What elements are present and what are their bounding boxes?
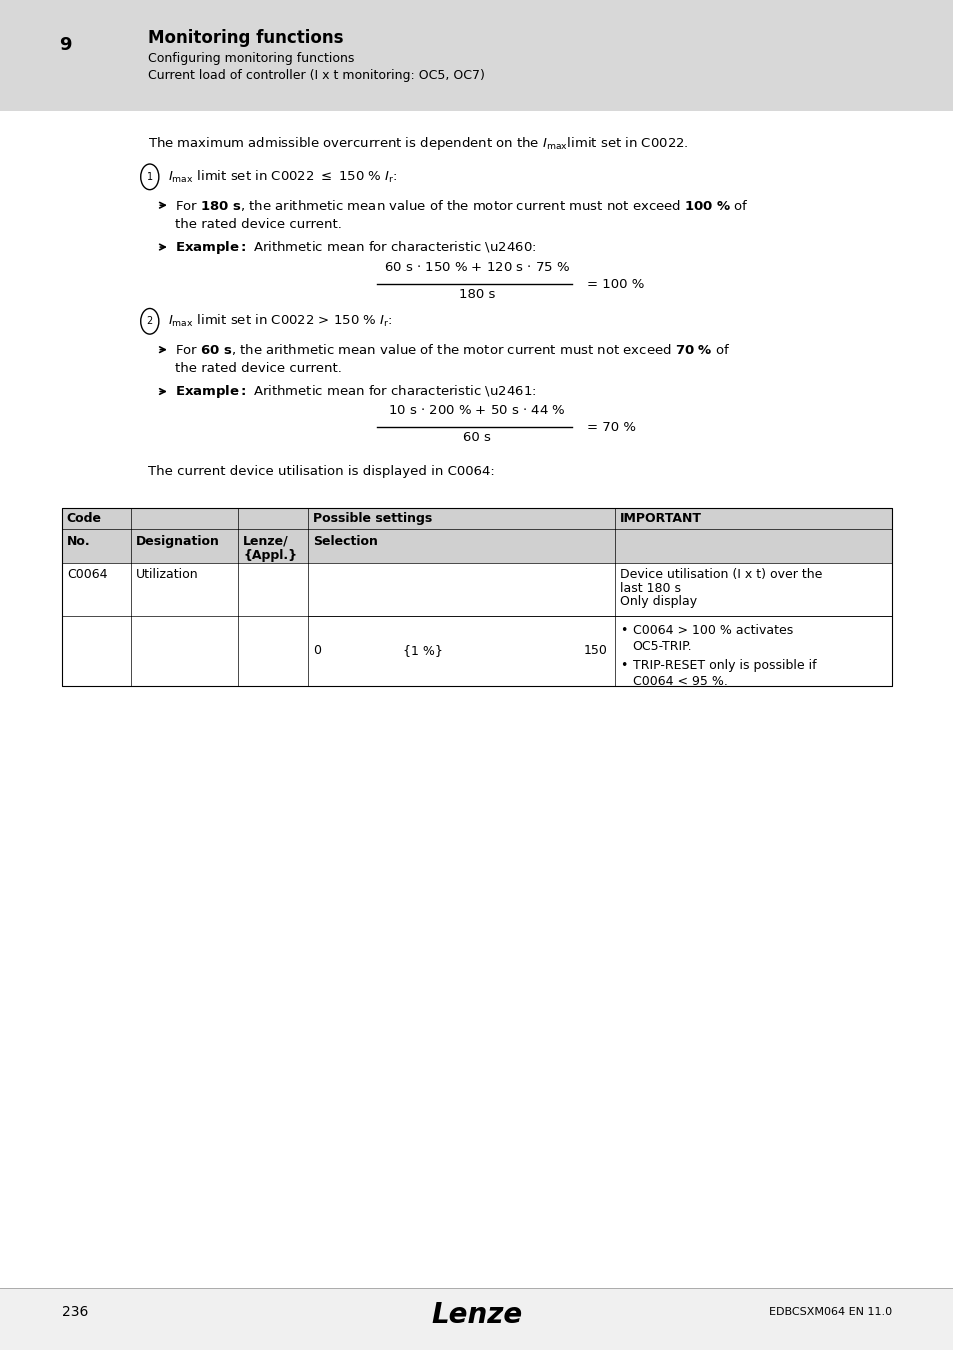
Text: Only display: Only display xyxy=(619,595,697,609)
Text: {1 %}: {1 %} xyxy=(402,644,442,657)
Text: 150: 150 xyxy=(583,644,607,657)
Text: For $\mathbf{60\ s}$, the arithmetic mean value of the motor current must not ex: For $\mathbf{60\ s}$, the arithmetic mea… xyxy=(174,342,729,358)
Text: TRIP-RESET only is possible if: TRIP-RESET only is possible if xyxy=(632,659,815,672)
Text: Lenze/: Lenze/ xyxy=(243,535,289,548)
Text: •: • xyxy=(619,624,627,637)
Text: C0064 < 95 %.: C0064 < 95 %. xyxy=(632,675,726,688)
Text: = 100 %: = 100 % xyxy=(586,278,643,292)
Text: Utilization: Utilization xyxy=(135,568,198,582)
Bar xyxy=(62,563,891,616)
Text: The maximum admissible overcurrent is dependent on the $I_\mathrm{max}$limit set: The maximum admissible overcurrent is de… xyxy=(148,135,688,153)
Text: •: • xyxy=(619,659,627,672)
Text: 10 s $\cdot$ 200 % + 50 s $\cdot$ 44 %: 10 s $\cdot$ 200 % + 50 s $\cdot$ 44 % xyxy=(388,404,565,417)
Text: Possible settings: Possible settings xyxy=(313,512,432,525)
Bar xyxy=(62,616,891,686)
Text: the rated device current.: the rated device current. xyxy=(174,217,341,231)
Bar xyxy=(62,508,891,686)
Text: = 70 %: = 70 % xyxy=(586,421,635,435)
Text: C0064 > 100 % activates: C0064 > 100 % activates xyxy=(632,624,792,637)
Text: Designation: Designation xyxy=(135,535,219,548)
Text: Monitoring functions: Monitoring functions xyxy=(148,28,343,47)
Text: 60 s $\cdot$ 150 % + 120 s $\cdot$ 75 %: 60 s $\cdot$ 150 % + 120 s $\cdot$ 75 % xyxy=(383,261,570,274)
Text: IMPORTANT: IMPORTANT xyxy=(619,512,701,525)
Text: C0064: C0064 xyxy=(67,568,107,582)
Text: Configuring monitoring functions: Configuring monitoring functions xyxy=(148,51,354,65)
Text: 0: 0 xyxy=(313,644,320,657)
Text: For $\mathbf{180\ s}$, the arithmetic mean value of the motor current must not e: For $\mathbf{180\ s}$, the arithmetic me… xyxy=(174,197,748,213)
Text: last 180 s: last 180 s xyxy=(619,582,680,595)
Text: 236: 236 xyxy=(62,1305,89,1319)
Text: Lenze: Lenze xyxy=(431,1301,522,1328)
Bar xyxy=(62,529,891,563)
Text: The current device utilisation is displayed in C0064:: The current device utilisation is displa… xyxy=(148,464,494,478)
Text: $I_\mathrm{max}$ limit set in C0022 $\leq$ 150 % $I_\mathrm{r}$:: $I_\mathrm{max}$ limit set in C0022 $\le… xyxy=(168,169,397,185)
Text: 1: 1 xyxy=(147,171,152,182)
Text: OC5-TRIP.: OC5-TRIP. xyxy=(632,640,692,653)
Text: $I_\mathrm{max}$ limit set in C0022 > 150 % $I_\mathrm{r}$:: $I_\mathrm{max}$ limit set in C0022 > 15… xyxy=(168,313,392,329)
Text: EDBCSXM064 EN 11.0: EDBCSXM064 EN 11.0 xyxy=(768,1307,891,1318)
Text: 2: 2 xyxy=(147,316,152,327)
Text: $\mathbf{Example:}$ Arithmetic mean for characteristic \u2460:: $\mathbf{Example:}$ Arithmetic mean for … xyxy=(174,239,536,255)
Text: Selection: Selection xyxy=(313,535,377,548)
Bar xyxy=(0,0,953,111)
Text: Device utilisation (I x t) over the: Device utilisation (I x t) over the xyxy=(619,568,821,582)
Text: 180 s: 180 s xyxy=(458,288,495,301)
Bar xyxy=(62,508,891,529)
Text: {Appl.}: {Appl.} xyxy=(243,549,297,563)
Text: 60 s: 60 s xyxy=(462,431,491,444)
Text: the rated device current.: the rated device current. xyxy=(174,362,341,375)
Text: Code: Code xyxy=(67,512,102,525)
Text: 9: 9 xyxy=(59,35,71,54)
Text: Current load of controller (I x t monitoring: OC5, OC7): Current load of controller (I x t monito… xyxy=(148,69,484,82)
Text: $\mathbf{Example:}$ Arithmetic mean for characteristic \u2461:: $\mathbf{Example:}$ Arithmetic mean for … xyxy=(174,383,536,400)
Text: No.: No. xyxy=(67,535,91,548)
